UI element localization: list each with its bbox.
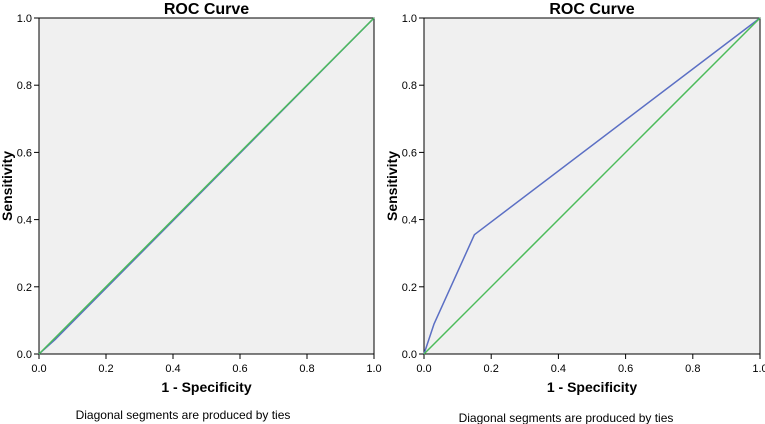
x-tick-label: 0.8	[299, 363, 314, 375]
roc-curve-line	[423, 17, 761, 355]
x-axis-label: 1 - Specificity	[547, 379, 637, 395]
x-tick-label: 0.6	[618, 363, 633, 375]
x-tick-label: 1.0	[366, 363, 381, 375]
y-tick-label: 0.6	[17, 147, 32, 159]
x-axis-label: 1 - Specificity	[161, 379, 251, 395]
y-tick-label: 0.8	[17, 80, 32, 92]
chart-title: ROC Curve	[164, 1, 249, 18]
x-tick-label: 0.4	[551, 363, 566, 375]
roc-chart-2: ROC Curve 0.0 0.2 0.4 0.6 0.8 1.0 0.0 0.2 0.4 0.6 0…	[384, 1, 765, 424]
x-tick-label: 0.2	[98, 363, 113, 375]
y-axis-label: Sensitivity	[384, 151, 400, 221]
y-tick-label: 0.4	[402, 215, 417, 227]
reference-diagonal-line	[423, 17, 761, 355]
y-tick-label: 1.0	[402, 13, 417, 25]
y-tick-label: 0.6	[402, 147, 417, 159]
x-tick-label: 0.8	[685, 363, 700, 375]
y-tick-label: 0.8	[402, 80, 417, 92]
x-tick-label: 0.0	[416, 363, 431, 375]
x-tick-label: 0.4	[165, 363, 180, 375]
x-tick-label: 0.2	[484, 363, 499, 375]
y-tick-label: 0.2	[17, 282, 32, 294]
chart-title: ROC Curve	[549, 1, 634, 18]
y-axis-label: Sensitivity	[0, 151, 15, 221]
roc-chart-1: ROC Curve 0.0 0.2 0.4 0.6 0.8 1.0 0.0 0.2 0.4 0.6 0…	[0, 1, 382, 422]
reference-diagonal-line	[38, 17, 375, 355]
y-tick-label: 0.0	[402, 349, 417, 361]
x-tick-label: 1.0	[752, 363, 765, 375]
y-tick-label: 0.4	[17, 215, 32, 227]
x-tick-label: 0.6	[232, 363, 247, 375]
footnote: Diagonal segments are produced by ties	[76, 408, 291, 422]
x-tick-label: 0.0	[31, 363, 46, 375]
y-tick-label: 0.2	[402, 282, 417, 294]
footnote: Diagonal segments are produced by ties	[459, 411, 674, 424]
y-tick-label: 0.0	[17, 349, 32, 361]
y-tick-label: 1.0	[17, 13, 32, 25]
